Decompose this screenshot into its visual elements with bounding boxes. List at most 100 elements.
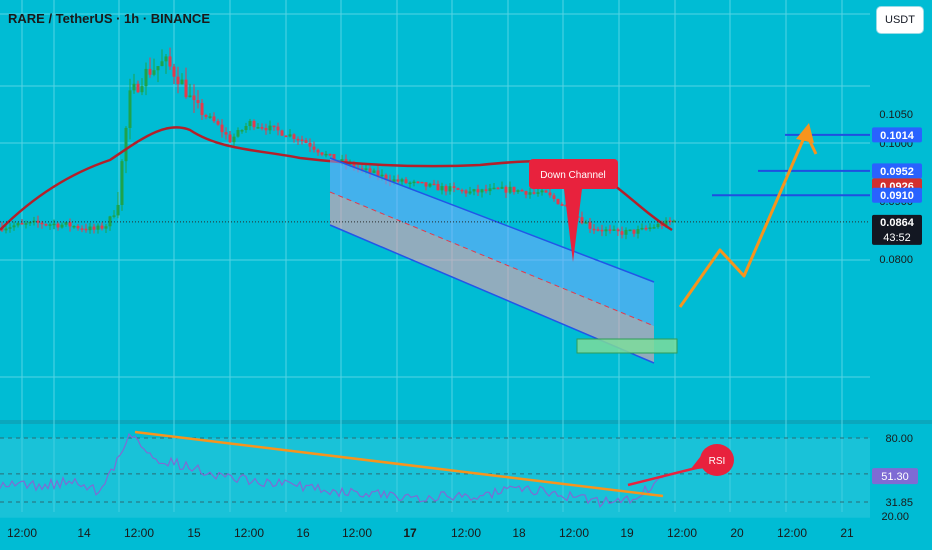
candle-body [180, 79, 184, 85]
candle-body [592, 228, 596, 231]
candle [588, 217, 592, 233]
candle-body [652, 227, 656, 229]
candle-body [392, 179, 396, 182]
candle-body [636, 229, 640, 234]
candle-body [324, 153, 328, 156]
candle [180, 73, 184, 85]
candle-body [428, 183, 432, 187]
rsi-callout-pointer [690, 452, 706, 470]
candle-body [320, 152, 324, 155]
candle-body [644, 227, 648, 230]
candle-body [424, 182, 428, 187]
candle-body [552, 195, 556, 199]
candle-body [312, 146, 316, 150]
candle [580, 211, 584, 225]
candle [500, 181, 504, 190]
candle-body [316, 149, 320, 153]
candle-body [60, 224, 64, 228]
candle [448, 183, 452, 195]
candle-body [292, 134, 296, 139]
candle-body [40, 222, 44, 225]
candle [284, 135, 288, 138]
candle [292, 133, 296, 143]
time-tick-label: 16 [296, 526, 310, 540]
candle-body [96, 225, 100, 230]
candle-body [432, 183, 436, 186]
candle-body [36, 220, 40, 223]
candle [516, 189, 520, 194]
candle-body [144, 68, 148, 87]
candle-body [516, 190, 520, 193]
candle-body [108, 216, 112, 227]
candle [464, 189, 468, 197]
candle [300, 135, 304, 145]
candle-body [672, 220, 676, 223]
candle [92, 223, 96, 234]
candle [560, 202, 564, 207]
rsi-level-label: 80.00 [885, 433, 913, 445]
candle [496, 186, 500, 190]
candle-body [44, 224, 48, 226]
candle [672, 219, 676, 223]
candle [232, 133, 236, 147]
candle [288, 129, 292, 138]
candle-body [216, 121, 220, 125]
candle-body [80, 228, 84, 230]
candle-body [48, 224, 52, 226]
candle-body [616, 229, 620, 232]
candle [96, 223, 100, 234]
candle [88, 223, 92, 234]
candle [296, 136, 300, 146]
candle [620, 226, 624, 239]
candle [168, 47, 172, 70]
candle [532, 188, 536, 195]
candle [608, 224, 612, 234]
candle-body [176, 76, 180, 85]
time-tick-label: 12:00 [559, 526, 589, 540]
candle [32, 216, 36, 226]
grid [0, 0, 870, 512]
candle-body [396, 179, 400, 182]
rsi-callout: RSI [690, 444, 734, 476]
candle-body [72, 225, 76, 228]
candle-body [120, 161, 124, 205]
candle-body [280, 130, 284, 136]
candle-body [4, 228, 8, 231]
candle-body [84, 228, 88, 231]
candle-body [400, 179, 404, 182]
candle-body [464, 190, 468, 194]
candle [640, 223, 644, 231]
quote-currency-button[interactable]: USDT [876, 6, 924, 34]
panel-divider [0, 420, 932, 424]
projection-arrowhead [796, 123, 814, 143]
time-tick-label: 12:00 [124, 526, 154, 540]
candle-body [452, 186, 456, 189]
candle [132, 73, 136, 94]
price-tick-label: 0.1050 [879, 109, 913, 121]
rsi-breakout-line [627, 465, 701, 487]
candle [256, 123, 260, 129]
candle [144, 62, 148, 96]
candle-body [668, 220, 672, 222]
candle [268, 120, 272, 135]
rsi-callout-label: RSI [709, 456, 726, 467]
candle-body [632, 229, 636, 234]
candle [308, 138, 312, 153]
candle [372, 168, 376, 174]
candle [460, 188, 464, 194]
rsi-panel: RSI [0, 430, 870, 518]
rsi-current-badge [872, 468, 918, 485]
candle-body [536, 192, 540, 194]
candle-body [384, 174, 388, 180]
candle-body [264, 128, 268, 131]
candle-body [332, 154, 336, 161]
candle-body [520, 190, 524, 192]
candle [12, 221, 16, 231]
candle [632, 229, 636, 237]
candle [248, 118, 252, 131]
candle [432, 179, 436, 186]
rsi-trendline [134, 430, 664, 498]
rsi-line [0, 432, 664, 509]
candle-body [240, 130, 244, 132]
candle [228, 130, 232, 143]
